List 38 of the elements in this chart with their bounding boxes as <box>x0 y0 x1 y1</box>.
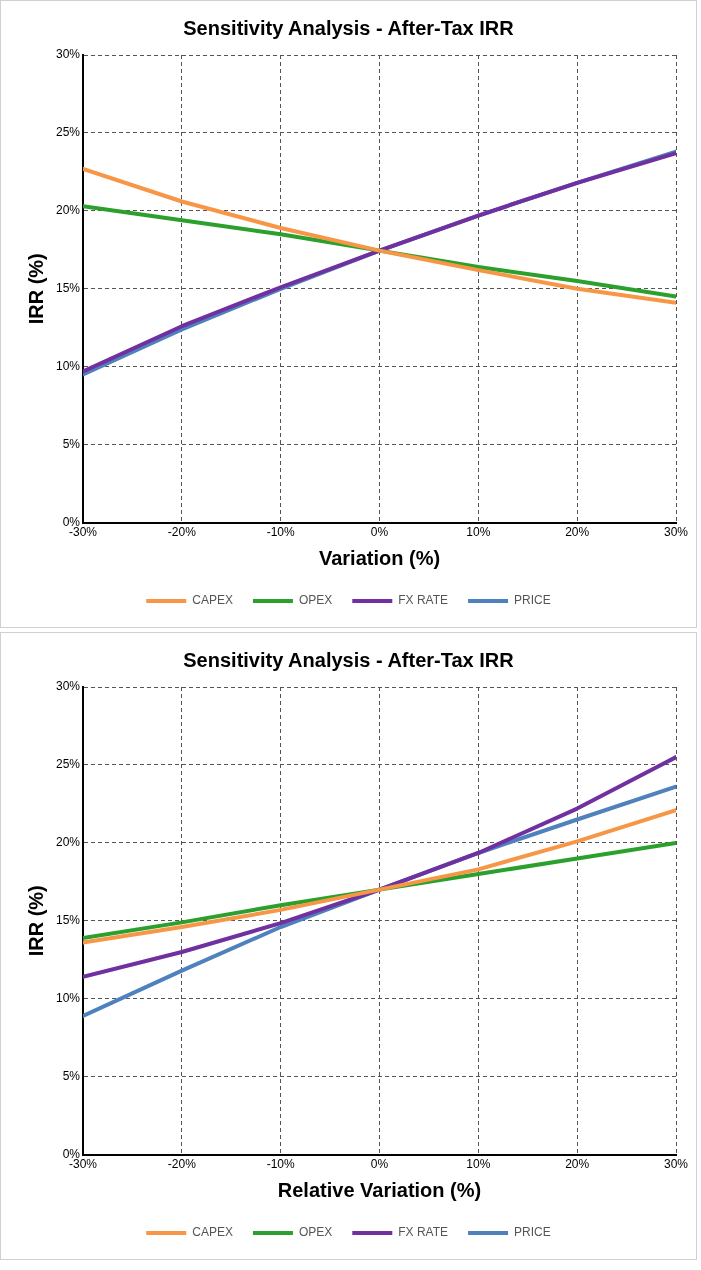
x-tick-label: -20% <box>167 1157 197 1172</box>
x-tick-label: 0% <box>370 1157 389 1172</box>
x-tick-label: 20% <box>565 525 590 540</box>
x-tick-label: -20% <box>167 525 197 540</box>
y-axis-title: IRR (%) <box>24 253 47 325</box>
legend-label: FX RATE <box>398 593 449 608</box>
y-axis-title: IRR (%) <box>24 885 47 957</box>
y-tick-label: 15% <box>55 281 81 296</box>
y-tick-label: 20% <box>55 203 81 218</box>
x-tick-label: 10% <box>466 1157 491 1172</box>
y-tick-label: 5% <box>62 1068 81 1083</box>
legend-label: PRICE <box>514 593 551 608</box>
y-tick-label: 5% <box>62 436 81 451</box>
legend-label: FX RATE <box>398 1225 449 1240</box>
y-tick-label: 30% <box>55 47 81 62</box>
legend-label: OPEX <box>298 593 333 608</box>
legend-label: CAPEX <box>192 1225 233 1240</box>
legend-label: PRICE <box>514 1225 551 1240</box>
y-tick-label: 25% <box>55 757 81 772</box>
x-axis-title: Variation (%) <box>318 546 441 569</box>
legend-label: OPEX <box>298 1225 333 1240</box>
x-tick-label: 10% <box>466 525 491 540</box>
y-tick-label: 20% <box>55 835 81 850</box>
chart-title: Sensitivity Analysis - After-Tax IRR <box>183 648 515 671</box>
x-axis-title: Relative Variation (%) <box>277 1178 482 1201</box>
x-tick-label: 20% <box>565 1157 590 1172</box>
chart-title: Sensitivity Analysis - After-Tax IRR <box>183 16 515 39</box>
legend-label: CAPEX <box>192 593 233 608</box>
x-tick-label: -10% <box>266 1157 296 1172</box>
y-tick-label: 30% <box>55 679 81 694</box>
y-tick-label: 10% <box>55 991 81 1006</box>
x-tick-label: 30% <box>663 525 689 540</box>
x-tick-label: -10% <box>266 525 296 540</box>
x-tick-label: 30% <box>663 1157 689 1172</box>
y-tick-label: 25% <box>55 125 81 140</box>
y-tick-label: 10% <box>55 359 81 374</box>
y-tick-label: 15% <box>55 913 81 928</box>
x-tick-label: 0% <box>370 525 389 540</box>
